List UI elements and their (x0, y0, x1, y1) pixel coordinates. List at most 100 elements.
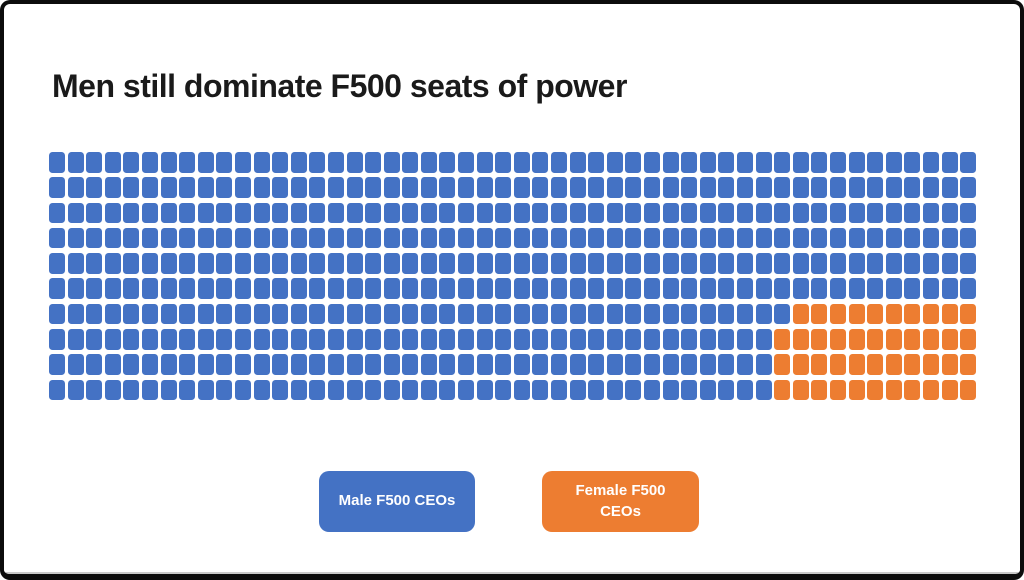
waffle-cell (774, 329, 791, 350)
waffle-cell (829, 253, 846, 274)
waffle-cell (885, 227, 902, 249)
waffle-cell (420, 379, 437, 401)
waffle-cell (439, 354, 456, 375)
waffle-cell (197, 329, 214, 350)
waffle-cell (420, 278, 437, 299)
waffle-cell (792, 354, 809, 375)
waffle-cell (941, 227, 958, 249)
waffle-cell (922, 152, 939, 173)
waffle-cell (234, 202, 251, 224)
waffle-cell (718, 278, 735, 299)
waffle-cell (532, 227, 549, 249)
waffle-cell (755, 177, 772, 198)
waffle-cell (216, 329, 233, 350)
waffle-cell (458, 379, 475, 401)
waffle-cell (625, 329, 642, 350)
waffle-cell (495, 253, 512, 274)
waffle-cell (402, 379, 419, 401)
waffle-cell (309, 354, 326, 375)
waffle-cell (402, 253, 419, 274)
waffle-cell (774, 152, 791, 173)
waffle-cell (253, 329, 270, 350)
waffle-cell (551, 354, 568, 375)
waffle-cell (625, 152, 642, 173)
waffle-cell (662, 303, 679, 325)
waffle-cell (346, 278, 363, 299)
waffle-cell (941, 177, 958, 198)
waffle-cell (439, 253, 456, 274)
waffle-cell (253, 303, 270, 325)
waffle-cell (346, 329, 363, 350)
waffle-cell (811, 379, 828, 401)
waffle-cell (179, 253, 196, 274)
waffle-cell (458, 253, 475, 274)
waffle-cell (216, 177, 233, 198)
waffle-cell (792, 177, 809, 198)
waffle-cell (439, 227, 456, 249)
waffle-cell (272, 177, 289, 198)
waffle-cell (104, 303, 121, 325)
waffle-cell (327, 152, 344, 173)
waffle-cell (513, 202, 530, 224)
waffle-cell (922, 303, 939, 325)
waffle-cell (104, 177, 121, 198)
waffle-cell (699, 202, 716, 224)
waffle-cell (644, 354, 660, 375)
waffle-cell (123, 278, 140, 299)
waffle-cell (848, 379, 865, 401)
waffle-cell (216, 202, 233, 224)
waffle-cell (829, 227, 846, 249)
waffle-cell (67, 278, 84, 299)
waffle-cell (588, 354, 605, 375)
waffle-cell (681, 177, 698, 198)
waffle-cell (141, 202, 158, 224)
waffle-cell (960, 278, 977, 299)
waffle-cell (699, 177, 716, 198)
waffle-cell (234, 253, 251, 274)
waffle-cell (365, 177, 382, 198)
waffle-cell (123, 329, 140, 350)
waffle-cell (495, 329, 512, 350)
waffle-cell (941, 354, 958, 375)
waffle-cell (197, 177, 214, 198)
waffle-cell (123, 303, 140, 325)
waffle-cell (848, 329, 865, 350)
waffle-cell (718, 227, 735, 249)
waffle-cell (290, 227, 307, 249)
waffle-cell (904, 177, 921, 198)
waffle-cell (234, 227, 251, 249)
waffle-cell (922, 177, 939, 198)
waffle-cell (179, 329, 196, 350)
waffle-cell (160, 278, 177, 299)
waffle-cell (290, 329, 307, 350)
waffle-cell (532, 329, 549, 350)
waffle-cell (718, 177, 735, 198)
waffle-cell (309, 329, 326, 350)
waffle-cell (644, 303, 660, 325)
waffle-cell (458, 278, 475, 299)
waffle-cell (904, 329, 921, 350)
waffle-cell (774, 253, 791, 274)
waffle-cell (867, 354, 884, 375)
waffle-cell (551, 177, 568, 198)
waffle-cell (736, 177, 753, 198)
waffle-cell (755, 227, 772, 249)
waffle-cell (141, 278, 158, 299)
waffle-cell (86, 278, 103, 299)
waffle-cell (513, 329, 530, 350)
waffle-cell (49, 354, 65, 375)
waffle-cell (402, 303, 419, 325)
waffle-cell (253, 253, 270, 274)
waffle-cell (681, 303, 698, 325)
waffle-cell (829, 177, 846, 198)
waffle-cell (960, 329, 977, 350)
waffle-cell (253, 152, 270, 173)
waffle-cell (829, 152, 846, 173)
waffle-cell (160, 253, 177, 274)
waffle-cell (551, 379, 568, 401)
waffle-cell (402, 202, 419, 224)
waffle-cell (588, 278, 605, 299)
waffle-cell (402, 152, 419, 173)
waffle-cell (755, 152, 772, 173)
waffle-cell (867, 253, 884, 274)
